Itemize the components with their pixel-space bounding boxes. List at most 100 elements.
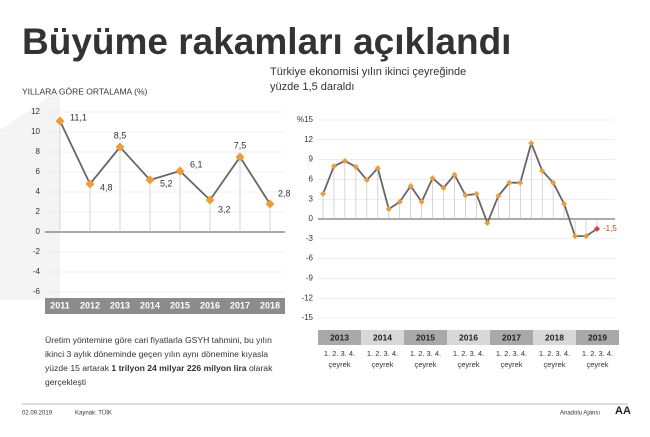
year-label: 2014 (373, 332, 392, 342)
y-tick-label: 8 (36, 147, 41, 156)
y-tick-label: 2 (36, 207, 41, 216)
data-label: 7,5 (234, 140, 247, 150)
year-band (404, 330, 447, 345)
y-tick-label: 12 (31, 107, 40, 116)
line (59, 120, 271, 205)
quarter-label: 1. 2. 3. 4. (539, 349, 570, 358)
quarter-label: 1. 2. 3. 4. (367, 349, 398, 358)
y-tick-label: 9 (309, 155, 314, 164)
y-tick-label: -9 (306, 274, 314, 283)
marker (583, 233, 590, 240)
marker (115, 142, 125, 152)
x-tick-label: 2015 (170, 300, 190, 310)
date: 02.09.2019 (22, 411, 53, 417)
y-tick-label: %15 (297, 115, 314, 124)
marker (205, 195, 215, 205)
line (322, 140, 598, 238)
marker (85, 179, 95, 189)
year-label: 2018 (545, 332, 564, 342)
marker (175, 166, 185, 176)
text-bold: 1 trilyon 24 milyar 226 milyon lira (111, 363, 247, 373)
y-tick-label: 4 (36, 187, 41, 196)
year-band (361, 330, 404, 345)
year-band (490, 330, 533, 345)
quarter-word: çeyrek (500, 360, 522, 369)
x-tick-label: 2018 (260, 300, 280, 310)
data-label: 2,8 (278, 188, 291, 198)
y-tick-label: -2 (33, 247, 41, 256)
category-band (45, 298, 285, 314)
quarter-word: çeyrek (543, 360, 565, 369)
year-band (533, 330, 576, 345)
marker (352, 163, 359, 170)
x-tick-label: 2016 (200, 300, 220, 310)
subtitle: yüzde 1,5 daraldı (270, 81, 354, 93)
marker (594, 225, 600, 232)
marker (473, 190, 480, 197)
subtitle: Türkiye ekonomisi yılın ikinci çeyreğind… (270, 66, 466, 78)
quarter-word: çeyrek (457, 360, 479, 369)
agency: Anadolu Ajansı (560, 411, 600, 417)
x-tick-label: 2014 (140, 300, 160, 310)
marker (396, 198, 403, 205)
marker (418, 198, 425, 205)
marker (451, 171, 458, 178)
year-label: 2017 (502, 332, 521, 342)
marker (440, 184, 447, 191)
quarter-label: 1. 2. 3. 4. (453, 349, 484, 358)
data-label: 11,1 (70, 112, 87, 122)
y-tick-label: -15 (301, 313, 313, 322)
y-tick-label: -12 (301, 293, 313, 302)
year-label: 2013 (330, 332, 349, 342)
year-label: 2019 (588, 332, 607, 342)
y-tick-label: -6 (33, 287, 41, 296)
marker (528, 140, 535, 147)
y-tick-label: 0 (36, 227, 41, 236)
quarter-word: çeyrek (586, 360, 608, 369)
marker (374, 165, 381, 172)
y-tick-label: 6 (36, 167, 41, 176)
y-tick-label: 12 (304, 135, 313, 144)
decor (0, 90, 60, 300)
x-tick-label: 2011 (50, 300, 70, 310)
quarter-word: çeyrek (414, 360, 436, 369)
marker (572, 233, 579, 240)
marker (145, 175, 155, 185)
y-tick-label: 3 (309, 194, 314, 203)
marker (495, 192, 502, 199)
y-tick-label: 10 (31, 127, 40, 136)
logo: AA (615, 405, 631, 417)
year-label: 2016 (459, 332, 478, 342)
marker (429, 175, 436, 182)
data-label: 5,2 (160, 178, 173, 188)
x-tick-label: 2012 (80, 300, 100, 310)
x-tick-label: 2013 (110, 300, 130, 310)
chart-title: YILLARA GÖRE ORTALAMA (%) (22, 86, 148, 96)
quarter-label: 1. 2. 3. 4. (496, 349, 527, 358)
data-label: 3,2 (218, 204, 231, 214)
marker (517, 179, 524, 186)
title: Büyüme rakamları açıklandı (22, 21, 511, 62)
marker (407, 183, 414, 189)
marker (506, 179, 513, 186)
y-tick-label: -3 (306, 234, 314, 243)
source: Kaynak: TÜİK (75, 410, 112, 417)
x-tick-label: 2017 (230, 300, 250, 310)
y-tick-label: -6 (306, 254, 314, 263)
y-tick-label: 0 (309, 214, 314, 223)
marker (385, 206, 392, 213)
marker (462, 192, 469, 199)
quarter-word: çeyrek (371, 360, 393, 369)
data-label: 8,5 (114, 130, 127, 140)
marker (330, 163, 337, 170)
year-band (318, 330, 361, 345)
y-tick-label: -4 (33, 267, 41, 276)
quarter-word: çeyrek (328, 360, 350, 369)
marker (55, 116, 65, 126)
quarter-label: 1. 2. 3. 4. (410, 349, 441, 358)
year-band (447, 330, 490, 345)
data-label: 6,1 (190, 159, 203, 169)
marker (341, 157, 348, 164)
marker (484, 219, 491, 226)
